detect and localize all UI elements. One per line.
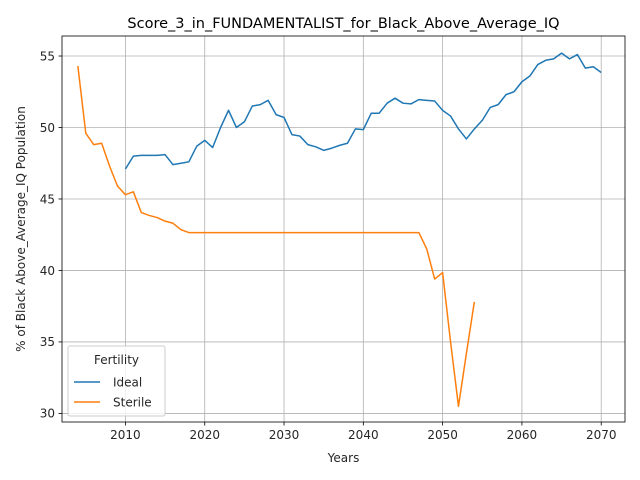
y-tick-label: 45 (40, 192, 55, 206)
y-tick-label: 35 (40, 335, 55, 349)
series-line-sterile (77, 65, 476, 408)
y-tick-label: 50 (40, 121, 55, 135)
legend-label-ideal: Ideal (113, 375, 142, 389)
legend-box (67, 345, 166, 417)
x-tick-label: 2040 (348, 428, 379, 442)
legend-title: Fertility (94, 353, 139, 367)
y-tick-label: 55 (40, 49, 55, 63)
legend: Fertility Ideal Sterile (67, 345, 166, 417)
x-tick-label: 2050 (427, 428, 458, 442)
y-tick-label: 30 (40, 407, 55, 421)
x-tick-label: 2030 (269, 428, 300, 442)
y-axis-label: % of Black Above_Average_IQ Population (14, 106, 28, 352)
chart-title: Score_3_in_FUNDAMENTALIST_for_Black_Abov… (127, 16, 559, 32)
axis-ticks: 2010 2020 2030 2040 2050 2060 2070 30 35 40 45 50 55 (40, 49, 617, 442)
x-tick-label: 2070 (586, 428, 617, 442)
plot-frame (61, 35, 626, 423)
x-tick-label: 2060 (507, 428, 538, 442)
legend-label-sterile: Sterile (113, 395, 152, 409)
series-lines (77, 52, 602, 408)
y-tick-label: 40 (40, 264, 55, 278)
x-tick-label: 2010 (110, 428, 141, 442)
x-axis-label: Years (327, 451, 360, 465)
series-line-ideal (124, 52, 602, 170)
x-tick-label: 2020 (189, 428, 220, 442)
